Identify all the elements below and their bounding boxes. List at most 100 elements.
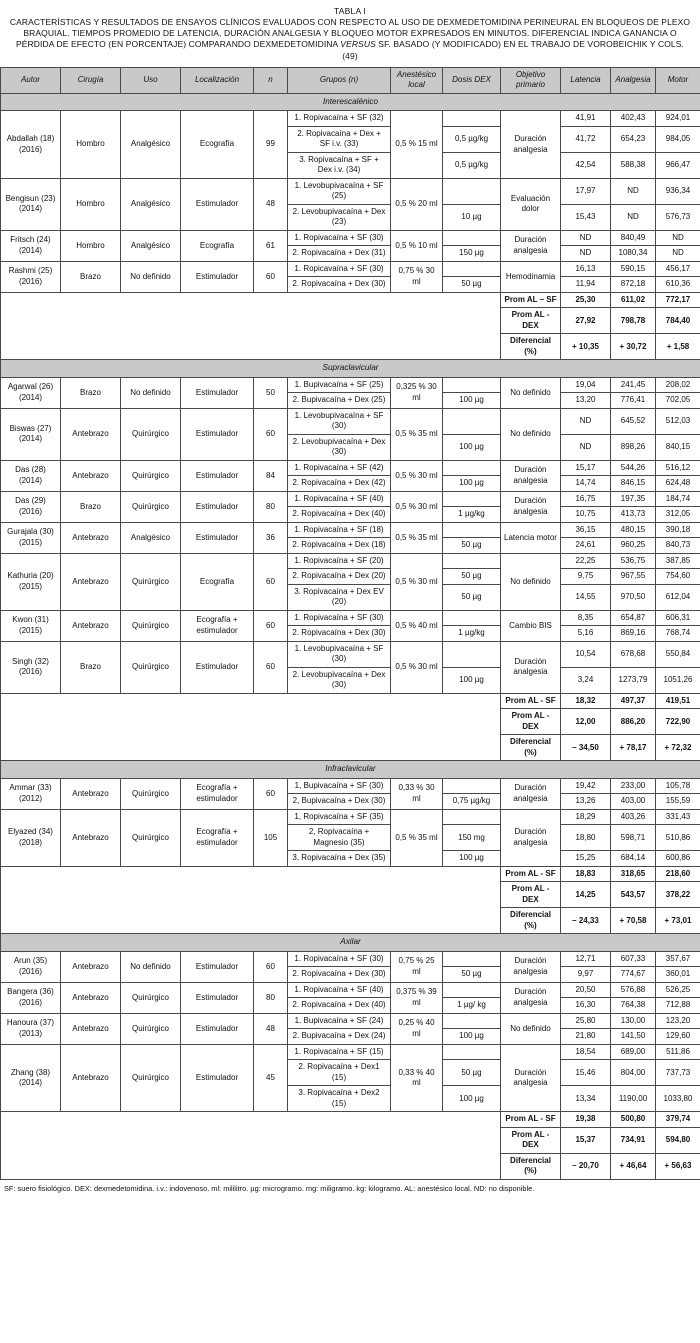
arm-motor: 123,20 bbox=[655, 1012, 700, 1030]
arm-dex-dose: 0,5 µg/kg bbox=[442, 151, 501, 179]
arm-dex-dose: 0,5 µg/kg bbox=[442, 125, 501, 153]
arm-group: 2. Bupivacaína + Dex (25) bbox=[287, 392, 391, 409]
arm-group: 1. Ropivacaína + SF (42) bbox=[287, 459, 391, 477]
arm-group: 1, Bupivacaína + SF (30) bbox=[287, 777, 391, 795]
arm-latency: 15,25 bbox=[560, 850, 611, 867]
study-localization: Estimulador bbox=[180, 177, 254, 231]
arm-group: 2. Ropivacaína + Dex (42) bbox=[287, 475, 391, 492]
summary-analgesia: 318,65 bbox=[610, 865, 656, 883]
arm-analgesia: 804,00 bbox=[610, 1059, 656, 1087]
table-row: 3, Ropivacaína + Dex (35) 100 µg 15,25 684,… bbox=[1, 850, 700, 867]
arm-dex-dose bbox=[442, 1043, 501, 1061]
table-row: Zhang (38) (2014) Antebrazo Quirúrgico Esti… bbox=[0, 1043, 700, 1113]
summary-label: Prom AL – SF bbox=[500, 291, 561, 309]
study-author: Elyazed (34) (2018) bbox=[0, 808, 61, 867]
arm-latency: 11,94 bbox=[560, 276, 611, 293]
table-row: 2. Ropivacaína + Dex (30) 1 µg/kg 5,16 869,… bbox=[1, 625, 700, 642]
summary-analgesia: 497,37 bbox=[610, 692, 656, 710]
summary-motor: 378,22 bbox=[655, 881, 700, 909]
table-number: TABLA I bbox=[334, 6, 366, 16]
arm-motor: 155,59 bbox=[655, 793, 700, 810]
arm-latency: 36,15 bbox=[560, 521, 611, 539]
table-row: 2. Ropivacaína + Dex (30) 50 µg 11,94 872,1… bbox=[1, 276, 700, 293]
arm-group: 1. Ropivacaína + SF (15) bbox=[287, 1043, 391, 1061]
summary-analgesia: 886,20 bbox=[610, 708, 656, 736]
arm-latency: 13,20 bbox=[560, 392, 611, 409]
arm-analgesia: 654,87 bbox=[610, 609, 656, 627]
arm-group: 2. Levobupivacaína + Dex (30) bbox=[287, 433, 391, 461]
summary-latencia: – 34,50 bbox=[560, 734, 611, 762]
study-n: 45 bbox=[253, 1043, 288, 1113]
study-local-anesthetic: 0,25 % 40 ml bbox=[390, 1012, 443, 1045]
study-local-anesthetic: 0,5 % 30 ml bbox=[390, 459, 443, 492]
arm-group: 1. Ropivacaína + SF (40) bbox=[287, 490, 391, 508]
study-local-anesthetic: 0,33 % 30 ml bbox=[390, 777, 443, 810]
arm-latency: 18,80 bbox=[560, 824, 611, 852]
table-row: Gurajala (30) (2015) Antebrazo Analgésico E… bbox=[0, 521, 700, 554]
table-row: Das (28) (2014) Antebrazo Quirúrgico Estimu… bbox=[0, 459, 700, 492]
caption-text-tail: SF. BASADO (Y MODIFICADO) EN EL TRABAJO … bbox=[342, 39, 684, 61]
table-row: 3. Ropivacaína + SF + Dex i.v. (34) 0,5 µ… bbox=[1, 151, 700, 179]
study-surgery: Hombro bbox=[60, 110, 121, 179]
study-surgery: Antebrazo bbox=[60, 609, 121, 642]
study-n: 48 bbox=[253, 1012, 288, 1045]
section-header-row: Supraclavicular bbox=[0, 359, 700, 378]
arm-latency: ND bbox=[560, 407, 611, 435]
arm-dex-dose: 50 µg bbox=[442, 537, 501, 554]
section-header-row: Axilar bbox=[0, 933, 700, 952]
study-n: 60 bbox=[253, 609, 288, 642]
arm-dex-dose bbox=[442, 521, 501, 539]
arm-analgesia: 402,43 bbox=[610, 110, 656, 127]
arm-group: 2. Levobupivacaína + Dex (30) bbox=[287, 666, 391, 694]
study-n: 60 bbox=[253, 950, 288, 983]
arm-motor: 754,60 bbox=[655, 568, 700, 585]
study-surgery: Antebrazo bbox=[60, 950, 121, 983]
study-localization: Ecografía + estimulador bbox=[180, 808, 254, 867]
arm-analgesia: 776,41 bbox=[610, 392, 656, 409]
summary-spacer bbox=[0, 291, 501, 361]
arm-latency: 41,72 bbox=[560, 125, 611, 153]
arm-analgesia: 536,75 bbox=[610, 552, 656, 570]
arm-motor: 184,74 bbox=[655, 490, 700, 508]
study-n: 60 bbox=[253, 260, 288, 293]
arm-latency: 13,34 bbox=[560, 1085, 611, 1113]
arm-motor: 312,05 bbox=[655, 506, 700, 523]
arm-group: 2. Ropivacaína + Dex (30) bbox=[287, 276, 391, 293]
study-n: 60 bbox=[253, 407, 288, 461]
study-use: Analgésico bbox=[120, 177, 181, 231]
arm-motor: 510,86 bbox=[655, 824, 700, 852]
study-surgery: Antebrazo bbox=[60, 407, 121, 461]
arm-analgesia: 960,25 bbox=[610, 537, 656, 554]
table-row: 2. Bupivacaína + Dex (24) 100 µg 21,80 141,… bbox=[1, 1028, 700, 1045]
clinical-trials-table: Autor Cirugía Uso Localización n Grupos (n) An… bbox=[0, 66, 700, 1180]
column-header-cirugia: Cirugía bbox=[60, 66, 121, 94]
arm-analgesia: 872,18 bbox=[610, 276, 656, 293]
study-local-anesthetic: 0,5 % 35 ml bbox=[390, 808, 443, 867]
study-primary-outcome: Hemodinamia bbox=[500, 260, 561, 293]
summary-label: Diferencial (%) bbox=[500, 333, 561, 361]
study-surgery: Brazo bbox=[60, 640, 121, 694]
study-surgery: Antebrazo bbox=[60, 981, 121, 1014]
study-author: Abdallah (18) (2016) bbox=[0, 110, 61, 179]
summary-label: Prom AL - DEX bbox=[500, 307, 561, 335]
arm-dex-dose: 150 µg bbox=[442, 245, 501, 262]
arm-analgesia: 689,00 bbox=[610, 1043, 656, 1061]
study-author: Rashmi (25) (2016) bbox=[0, 260, 61, 293]
arm-latency: ND bbox=[560, 433, 611, 461]
study-author: Ammar (33) (2012) bbox=[0, 777, 61, 810]
table-row: 2. Levobupivacaína + Dex (30) 100 µg 3,24 1… bbox=[1, 666, 700, 694]
arm-group: 3. Ropivacaína + Dex EV (20) bbox=[287, 583, 391, 611]
arm-dex-dose: 50 µg bbox=[442, 276, 501, 293]
arm-motor: 984,05 bbox=[655, 125, 700, 153]
arm-dex-dose: 1 µg/kg bbox=[442, 625, 501, 642]
arm-dex-dose: 100 µg bbox=[442, 1085, 501, 1113]
arm-analgesia: 598,71 bbox=[610, 824, 656, 852]
summary-motor: 379,74 bbox=[655, 1111, 700, 1128]
arm-dex-dose: 100 µg bbox=[442, 1028, 501, 1045]
arm-dex-dose: 0,75 µg/kg bbox=[442, 793, 501, 810]
study-use: Quirúrgico bbox=[120, 552, 181, 611]
study-localization: Ecografía + estimulador bbox=[180, 777, 254, 810]
table-caption: TABLA I CARACTERÍSTICAS Y RESULTADOS DE … bbox=[0, 0, 700, 67]
arm-motor: 624,48 bbox=[655, 475, 700, 492]
arm-group: 2. Ropivacaína + Dex (30) bbox=[287, 625, 391, 642]
